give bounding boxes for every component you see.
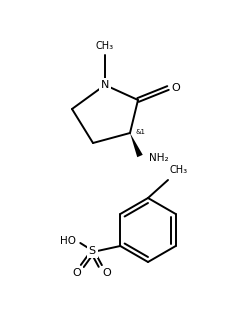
Polygon shape xyxy=(130,133,143,157)
Text: S: S xyxy=(89,246,96,256)
Text: &1: &1 xyxy=(135,129,145,135)
Text: CH₃: CH₃ xyxy=(96,41,114,51)
Text: HO: HO xyxy=(60,236,76,246)
Text: N: N xyxy=(101,80,109,90)
Text: O: O xyxy=(72,268,81,278)
Text: O: O xyxy=(102,268,111,278)
Text: NH₂: NH₂ xyxy=(149,153,169,163)
Text: O: O xyxy=(172,83,180,93)
Text: CH₃: CH₃ xyxy=(170,165,188,175)
